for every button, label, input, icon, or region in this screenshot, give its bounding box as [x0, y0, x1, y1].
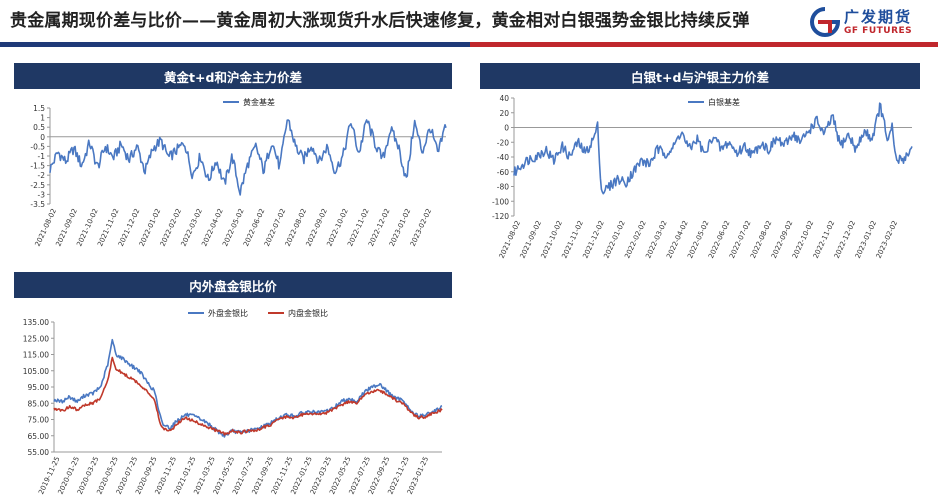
gold-basis-chart: 1.510.50-0.5-1-1.5-2-2.5-3-3.52021-08-02… [30, 97, 447, 248]
silver-x-tick-label: 2023-01-02 [854, 219, 878, 259]
silver-x-tick-label: 2022-04-02 [665, 219, 689, 259]
gold-x-tick-label: 2022-05-02 [221, 207, 245, 247]
gold-x-tick-label: 2022-12-02 [367, 207, 391, 247]
gold-x-tick-label: 2022-11-02 [346, 207, 370, 247]
ratio-y-tick-label: 85.00 [28, 399, 50, 408]
ratio-legend-label: 外盘金银比 [208, 308, 248, 318]
ratio-y-tick-label: 75.00 [28, 416, 50, 425]
logo-text-en: GF FUTURES [844, 26, 913, 36]
silver-x-tick-label: 2022-09-02 [770, 219, 794, 259]
gold-x-tick-label: 2021-11-02 [96, 207, 120, 247]
silver-x-tick-label: 2021-09-02 [519, 219, 543, 259]
silver-x-tick-label: 2021-12-02 [581, 219, 605, 259]
silver-x-tick-label: 2022-08-02 [749, 219, 773, 259]
gold-y-tick-label: 1.5 [33, 104, 45, 113]
silver-y-tick-label: -80 [497, 183, 509, 192]
gold-y-tick-label: -2.5 [30, 181, 45, 190]
gold-x-tick-label: 2023-01-02 [388, 207, 412, 247]
gold-legend-label: 黄金基差 [243, 97, 275, 107]
silver-x-tick-label: 2022-03-02 [644, 219, 668, 259]
page-title: 贵金属期现价差与比价——黄金周初大涨现货升水后快速修复，黄金相对白银强势金银比持… [10, 11, 750, 31]
ratio-series-line-2 [53, 356, 443, 436]
gold-y-tick-label: -1 [38, 152, 46, 161]
ratio-panel-header: 内外盘金银比价 [14, 272, 452, 298]
gold-x-tick-label: 2022-07-02 [263, 207, 287, 247]
silver-x-tick-label: 2022-10-02 [791, 219, 815, 259]
ratio-y-tick-label: 55.00 [28, 448, 50, 457]
gold-x-tick-label: 2022-03-02 [180, 207, 204, 247]
silver-y-tick-label: -20 [497, 138, 509, 147]
silver-basis-chart: 40200-20-40-60-80-100-1202021-08-022021-… [492, 94, 913, 260]
brand-logo: 广发期货 GF FUTURES [810, 5, 930, 41]
gold-x-tick-label: 2022-02-02 [159, 207, 183, 247]
header-rule-red [470, 42, 938, 47]
ratio-series-line-1 [53, 338, 443, 438]
silver-x-tick-label: 2022-01-02 [602, 219, 626, 259]
silver-x-tick-label: 2022-07-02 [728, 219, 752, 259]
silver-x-tick-label: 2021-10-02 [540, 219, 564, 259]
silver-y-tick-label: -60 [497, 168, 509, 177]
gf-logo-icon [810, 7, 840, 37]
silver-y-tick-label: 0 [504, 124, 509, 133]
gold-silver-ratio-chart: 135.00 125.00 115.00 105.00 95.00 85.00 75.00 6… [23, 308, 443, 496]
gold-y-tick-label: 1 [40, 114, 45, 123]
gold-y-tick-label: -0.5 [30, 142, 45, 151]
silver-x-tick-label: 2021-11-02 [560, 219, 584, 259]
gold-x-tick-label: 2022-10-02 [325, 207, 349, 247]
gold-panel-header: 黄金t+d和沪金主力价差 [14, 63, 452, 89]
gold-x-tick-label: 2021-08-02 [34, 207, 58, 247]
gold-y-tick-label: -3.5 [30, 200, 45, 209]
gold-x-tick-label: 2022-01-02 [138, 207, 162, 247]
silver-x-tick-label: 2022-11-02 [812, 219, 836, 259]
gold-x-tick-label: 2021-10-02 [75, 207, 99, 247]
silver-series-line-1 [513, 102, 913, 195]
silver-legend-label: 白银基差 [708, 97, 740, 107]
silver-y-tick-label: -120 [492, 212, 509, 221]
gold-y-tick-label: -2 [38, 171, 46, 180]
silver-x-tick-label: 2021-08-02 [498, 219, 522, 259]
ratio-y-tick-label: 115.00 [23, 351, 49, 360]
silver-y-tick-label: -100 [492, 197, 509, 206]
silver-x-tick-label: 2022-02-02 [623, 219, 647, 259]
gold-series-line-1 [49, 119, 447, 196]
logo-text-cn: 广发期货 [844, 8, 913, 26]
ratio-y-tick-label: 95.00 [28, 383, 50, 392]
gold-x-tick-label: 2022-09-02 [305, 207, 329, 247]
gold-x-tick-label: 2022-06-02 [242, 207, 266, 247]
ratio-legend-label: 内盘金银比 [288, 308, 328, 318]
ratio-y-tick-label: 65.00 [28, 432, 50, 441]
silver-x-tick-label: 2022-05-02 [686, 219, 710, 259]
silver-x-tick-label: 2022-12-02 [833, 219, 857, 259]
silver-y-tick-label: -40 [497, 153, 509, 162]
gold-x-tick-label: 2022-08-02 [284, 207, 308, 247]
silver-y-tick-label: 20 [499, 109, 509, 118]
silver-panel-header: 白银t+d与沪银主力价差 [480, 63, 920, 89]
gold-x-tick-label: 2022-04-02 [200, 207, 224, 247]
gold-y-tick-label: -1.5 [30, 162, 45, 171]
silver-y-tick-label: 40 [499, 94, 509, 103]
header-rule-blue [0, 42, 470, 47]
gold-y-tick-label: -3 [38, 190, 46, 199]
gold-x-tick-label: 2021-09-02 [54, 207, 78, 247]
gold-x-tick-label: 2023-02-02 [409, 207, 433, 247]
silver-x-tick-label: 2022-06-02 [707, 219, 731, 259]
ratio-y-tick-label: 125.00 [23, 334, 49, 343]
gold-x-tick-label: 2021-12-02 [117, 207, 141, 247]
gold-y-tick-label: 0 [40, 133, 45, 142]
gold-y-tick-label: 0.5 [33, 123, 45, 132]
ratio-y-tick-label: 105.00 [23, 367, 49, 376]
ratio-y-tick-label: 135.00 [23, 318, 49, 327]
silver-x-tick-label: 2023-02-02 [875, 219, 899, 259]
